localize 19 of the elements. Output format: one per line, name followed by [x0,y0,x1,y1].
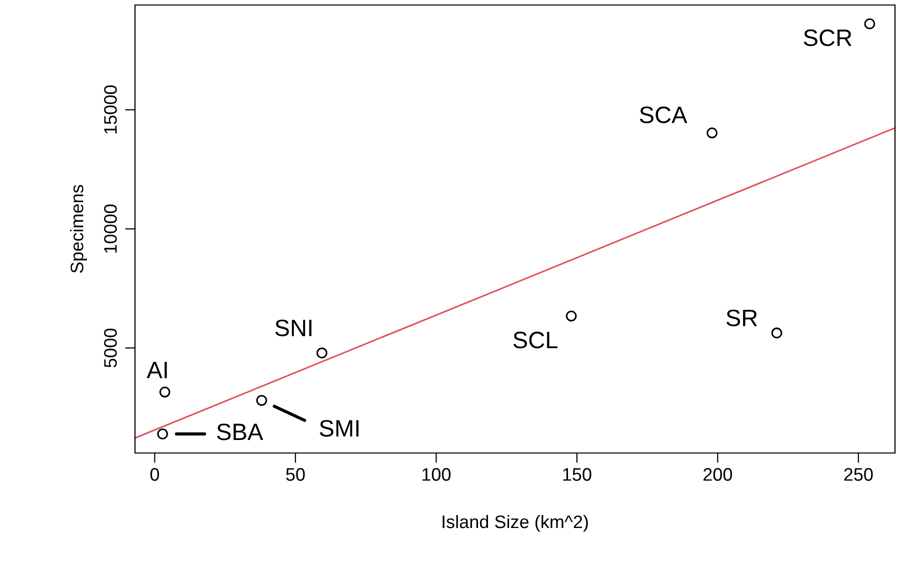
annotation: SR [726,310,758,326]
x-tick-label: 150 [563,468,592,481]
annotation: SCA [640,106,688,124]
x-tick-label: 100 [422,468,451,481]
y-tick-label: 5000 [104,328,117,368]
x-tick-label: 50 [286,468,305,481]
x-axis-title: Island Size (km^2) [442,514,588,532]
y-tick-label: 10000 [104,204,117,253]
annotation: SNI [275,320,312,336]
annotation: SCL [513,332,558,348]
y-axis-title: Specimens [70,184,87,273]
annotation: SMI [320,420,358,437]
annotation: AI [146,362,167,378]
annotation: SBA [217,424,264,440]
annotation: SCR [804,29,852,46]
y-tick-label: 15000 [104,85,117,134]
x-tick-label: 0 [150,468,160,481]
x-tick-label: 200 [704,468,732,481]
x-tick-label: 250 [844,468,873,481]
